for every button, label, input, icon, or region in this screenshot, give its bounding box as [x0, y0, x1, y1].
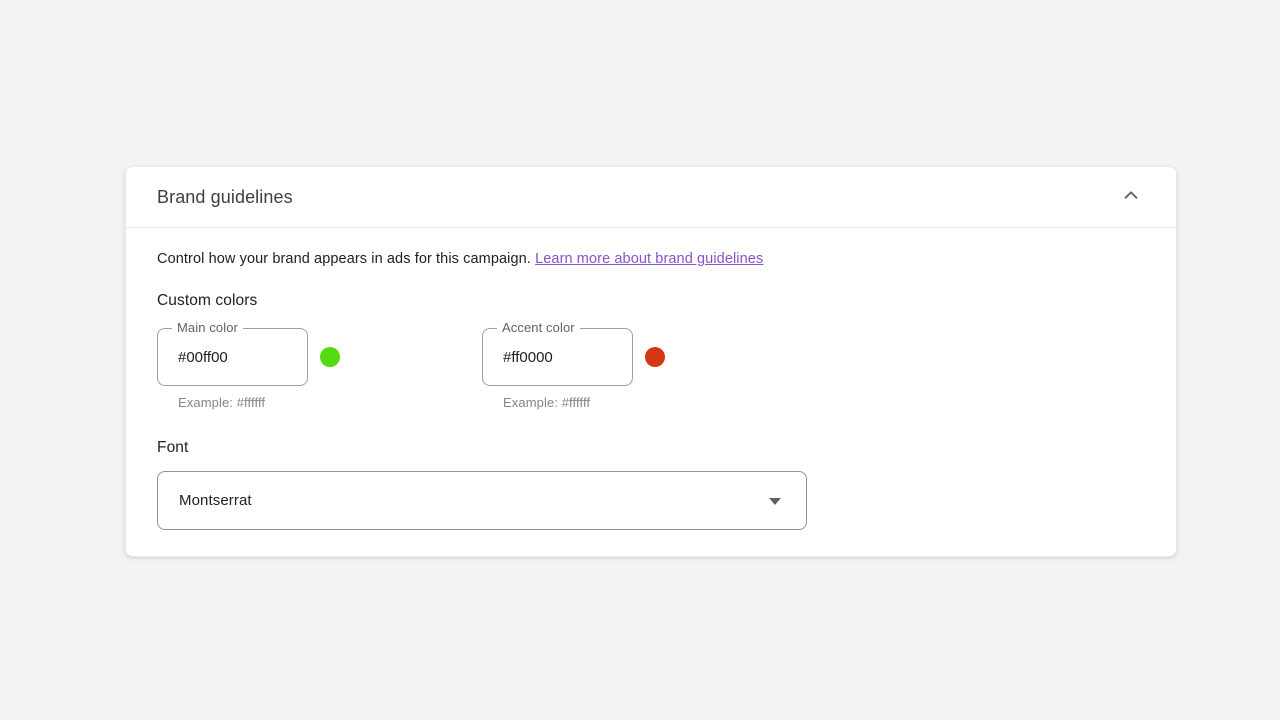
font-select[interactable]: Montserrat	[157, 471, 807, 530]
main-color-swatch	[320, 347, 340, 367]
accent-color-helper: Example: #ffffff	[503, 395, 591, 410]
card-header: Brand guidelines	[126, 167, 1176, 228]
main-color-input[interactable]	[158, 329, 307, 385]
main-color-group: Main color Example: #ffffff	[157, 320, 482, 410]
card-body: Control how your brand appears in ads fo…	[126, 228, 1176, 530]
accent-color-field-box: Accent color	[482, 320, 633, 386]
collapse-section-button[interactable]	[1119, 185, 1143, 209]
description-text: Control how your brand appears in ads fo…	[157, 251, 1145, 267]
accent-color-swatch	[645, 347, 665, 367]
learn-more-link[interactable]: Learn more about brand guidelines	[535, 251, 764, 267]
brand-guidelines-card: Brand guidelines Control how your brand …	[125, 166, 1177, 557]
accent-color-label: Accent color	[497, 320, 580, 335]
accent-color-input[interactable]	[483, 329, 632, 385]
chevron-up-icon	[1120, 185, 1142, 210]
main-color-label: Main color	[172, 320, 243, 335]
font-select-value: Montserrat	[179, 492, 252, 509]
main-color-helper: Example: #ffffff	[178, 395, 266, 410]
dropdown-arrow-icon	[769, 497, 781, 505]
custom-colors-heading: Custom colors	[157, 292, 258, 309]
main-color-field-box: Main color	[157, 320, 308, 386]
description-sentence: Control how your brand appears in ads fo…	[157, 251, 531, 267]
custom-colors-row: Main color Example: #ffffff Accent color…	[157, 320, 1145, 410]
font-heading: Font	[157, 439, 189, 456]
page-title: Brand guidelines	[157, 186, 293, 207]
accent-color-group: Accent color Example: #ffffff	[482, 320, 807, 410]
